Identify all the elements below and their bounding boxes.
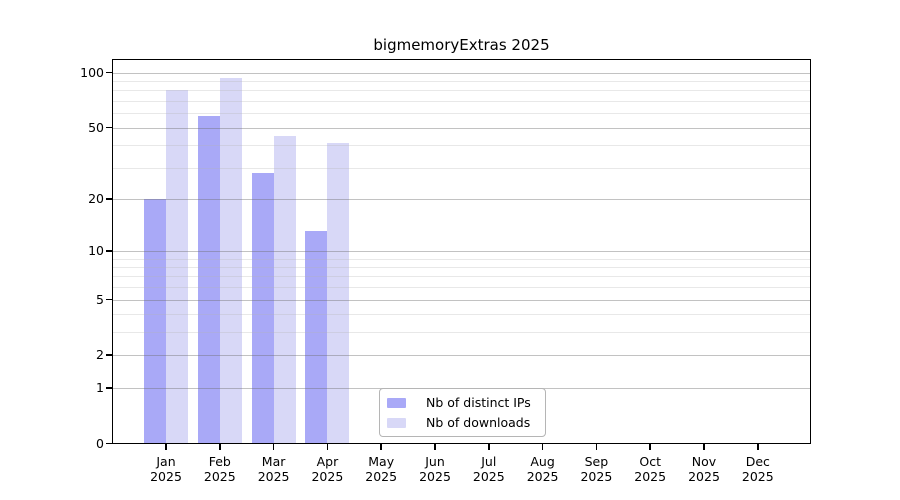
x-tick-mark-jul	[488, 444, 490, 450]
gridline-minor-70	[113, 101, 810, 103]
gridline-major-2	[113, 355, 810, 357]
x-tick-mark-sep	[595, 444, 598, 450]
gridline-major-100	[113, 72, 810, 74]
x-tick-mark-feb	[219, 444, 221, 450]
x-tick-mark-jun	[434, 444, 436, 450]
gridline-minor-3	[113, 332, 810, 334]
bar-nb-of-downloads-jan	[166, 90, 188, 444]
y-tick-mark-50	[106, 126, 112, 129]
x-tick-mark-oct	[649, 444, 651, 450]
y-tick-label-20: 20	[88, 190, 104, 206]
legend-label-distinct-ips: Nb of distinct IPs	[426, 395, 531, 410]
x-tick-mark-mar	[272, 444, 275, 450]
x-tick-mark-aug	[541, 444, 544, 450]
x-tick-label-jan: Jan 2025	[150, 454, 182, 484]
x-tick-label-jul: Jul 2025	[472, 454, 505, 484]
chart-title: bigmemoryExtras 2025	[373, 36, 550, 54]
bar-nb-of-distinct-ips-feb	[197, 115, 220, 444]
y-tick-label-5: 5	[96, 291, 104, 307]
gridline-minor-90	[113, 81, 810, 83]
gridline-minor-40	[113, 145, 810, 147]
legend-swatch-downloads	[387, 417, 406, 428]
gridline-minor-30	[113, 167, 810, 169]
x-tick-mark-nov	[703, 444, 705, 450]
x-tick-label-dec: Dec 2025	[741, 454, 774, 484]
y-tick-mark-20	[106, 198, 112, 200]
y-tick-mark-0	[106, 442, 112, 445]
y-tick-label-0: 0	[96, 435, 104, 451]
bar-nb-of-distinct-ips-mar	[251, 172, 274, 444]
legend-row-distinct-ips: Nb of distinct IPs	[387, 395, 537, 410]
bar-nb-of-distinct-ips-jan	[144, 198, 166, 444]
y-tick-label-10: 10	[88, 242, 104, 258]
gridline-minor-8	[113, 266, 810, 268]
legend-swatch-distinct-ips	[387, 397, 406, 408]
x-tick-label-nov: Nov 2025	[688, 454, 720, 484]
x-tick-label-mar: Mar 2025	[257, 454, 290, 484]
gridline-minor-60	[113, 113, 810, 115]
legend: Nb of distinct IPs Nb of downloads	[379, 388, 546, 437]
y-tick-label-50: 50	[88, 119, 104, 135]
bar-nb-of-downloads-apr	[327, 143, 350, 444]
x-tick-label-aug: Aug 2025	[526, 454, 559, 484]
x-tick-label-oct: Oct 2025	[634, 454, 667, 484]
bar-nb-of-downloads-feb	[219, 77, 242, 444]
x-tick-label-sep: Sep 2025	[580, 454, 613, 484]
y-tick-label-1: 1	[96, 379, 104, 395]
gridline-minor-9	[113, 258, 810, 260]
x-tick-label-feb: Feb 2025	[203, 454, 236, 484]
x-tick-mark-may	[380, 444, 382, 450]
gridline-major-10	[113, 250, 810, 252]
bar-nb-of-downloads-mar	[273, 135, 296, 444]
gridline-major-5	[113, 299, 810, 301]
legend-row-downloads: Nb of downloads	[387, 415, 537, 430]
gridline-major-50	[113, 127, 810, 129]
gridline-minor-7	[113, 276, 810, 278]
legend-label-downloads: Nb of downloads	[426, 415, 531, 430]
y-tick-mark-2	[106, 354, 112, 356]
x-tick-mark-apr	[326, 444, 329, 450]
x-tick-label-jun: Jun 2025	[419, 454, 451, 484]
gridline-minor-4	[113, 314, 810, 316]
gridline-minor-6	[113, 287, 810, 289]
x-tick-label-apr: Apr 2025	[311, 454, 344, 484]
y-tick-mark-5	[106, 298, 112, 301]
x-tick-mark-dec	[757, 444, 759, 450]
y-tick-mark-100	[106, 71, 112, 74]
y-tick-mark-10	[106, 250, 112, 252]
y-tick-label-2: 2	[96, 347, 104, 363]
y-tick-label-100: 100	[80, 64, 104, 80]
y-tick-mark-1	[106, 387, 112, 389]
x-tick-label-may: May 2025	[365, 454, 398, 484]
gridline-major-20	[113, 198, 810, 200]
x-tick-mark-jan	[165, 444, 167, 450]
gridline-minor-80	[113, 90, 810, 92]
bar-nb-of-distinct-ips-apr	[305, 231, 328, 444]
